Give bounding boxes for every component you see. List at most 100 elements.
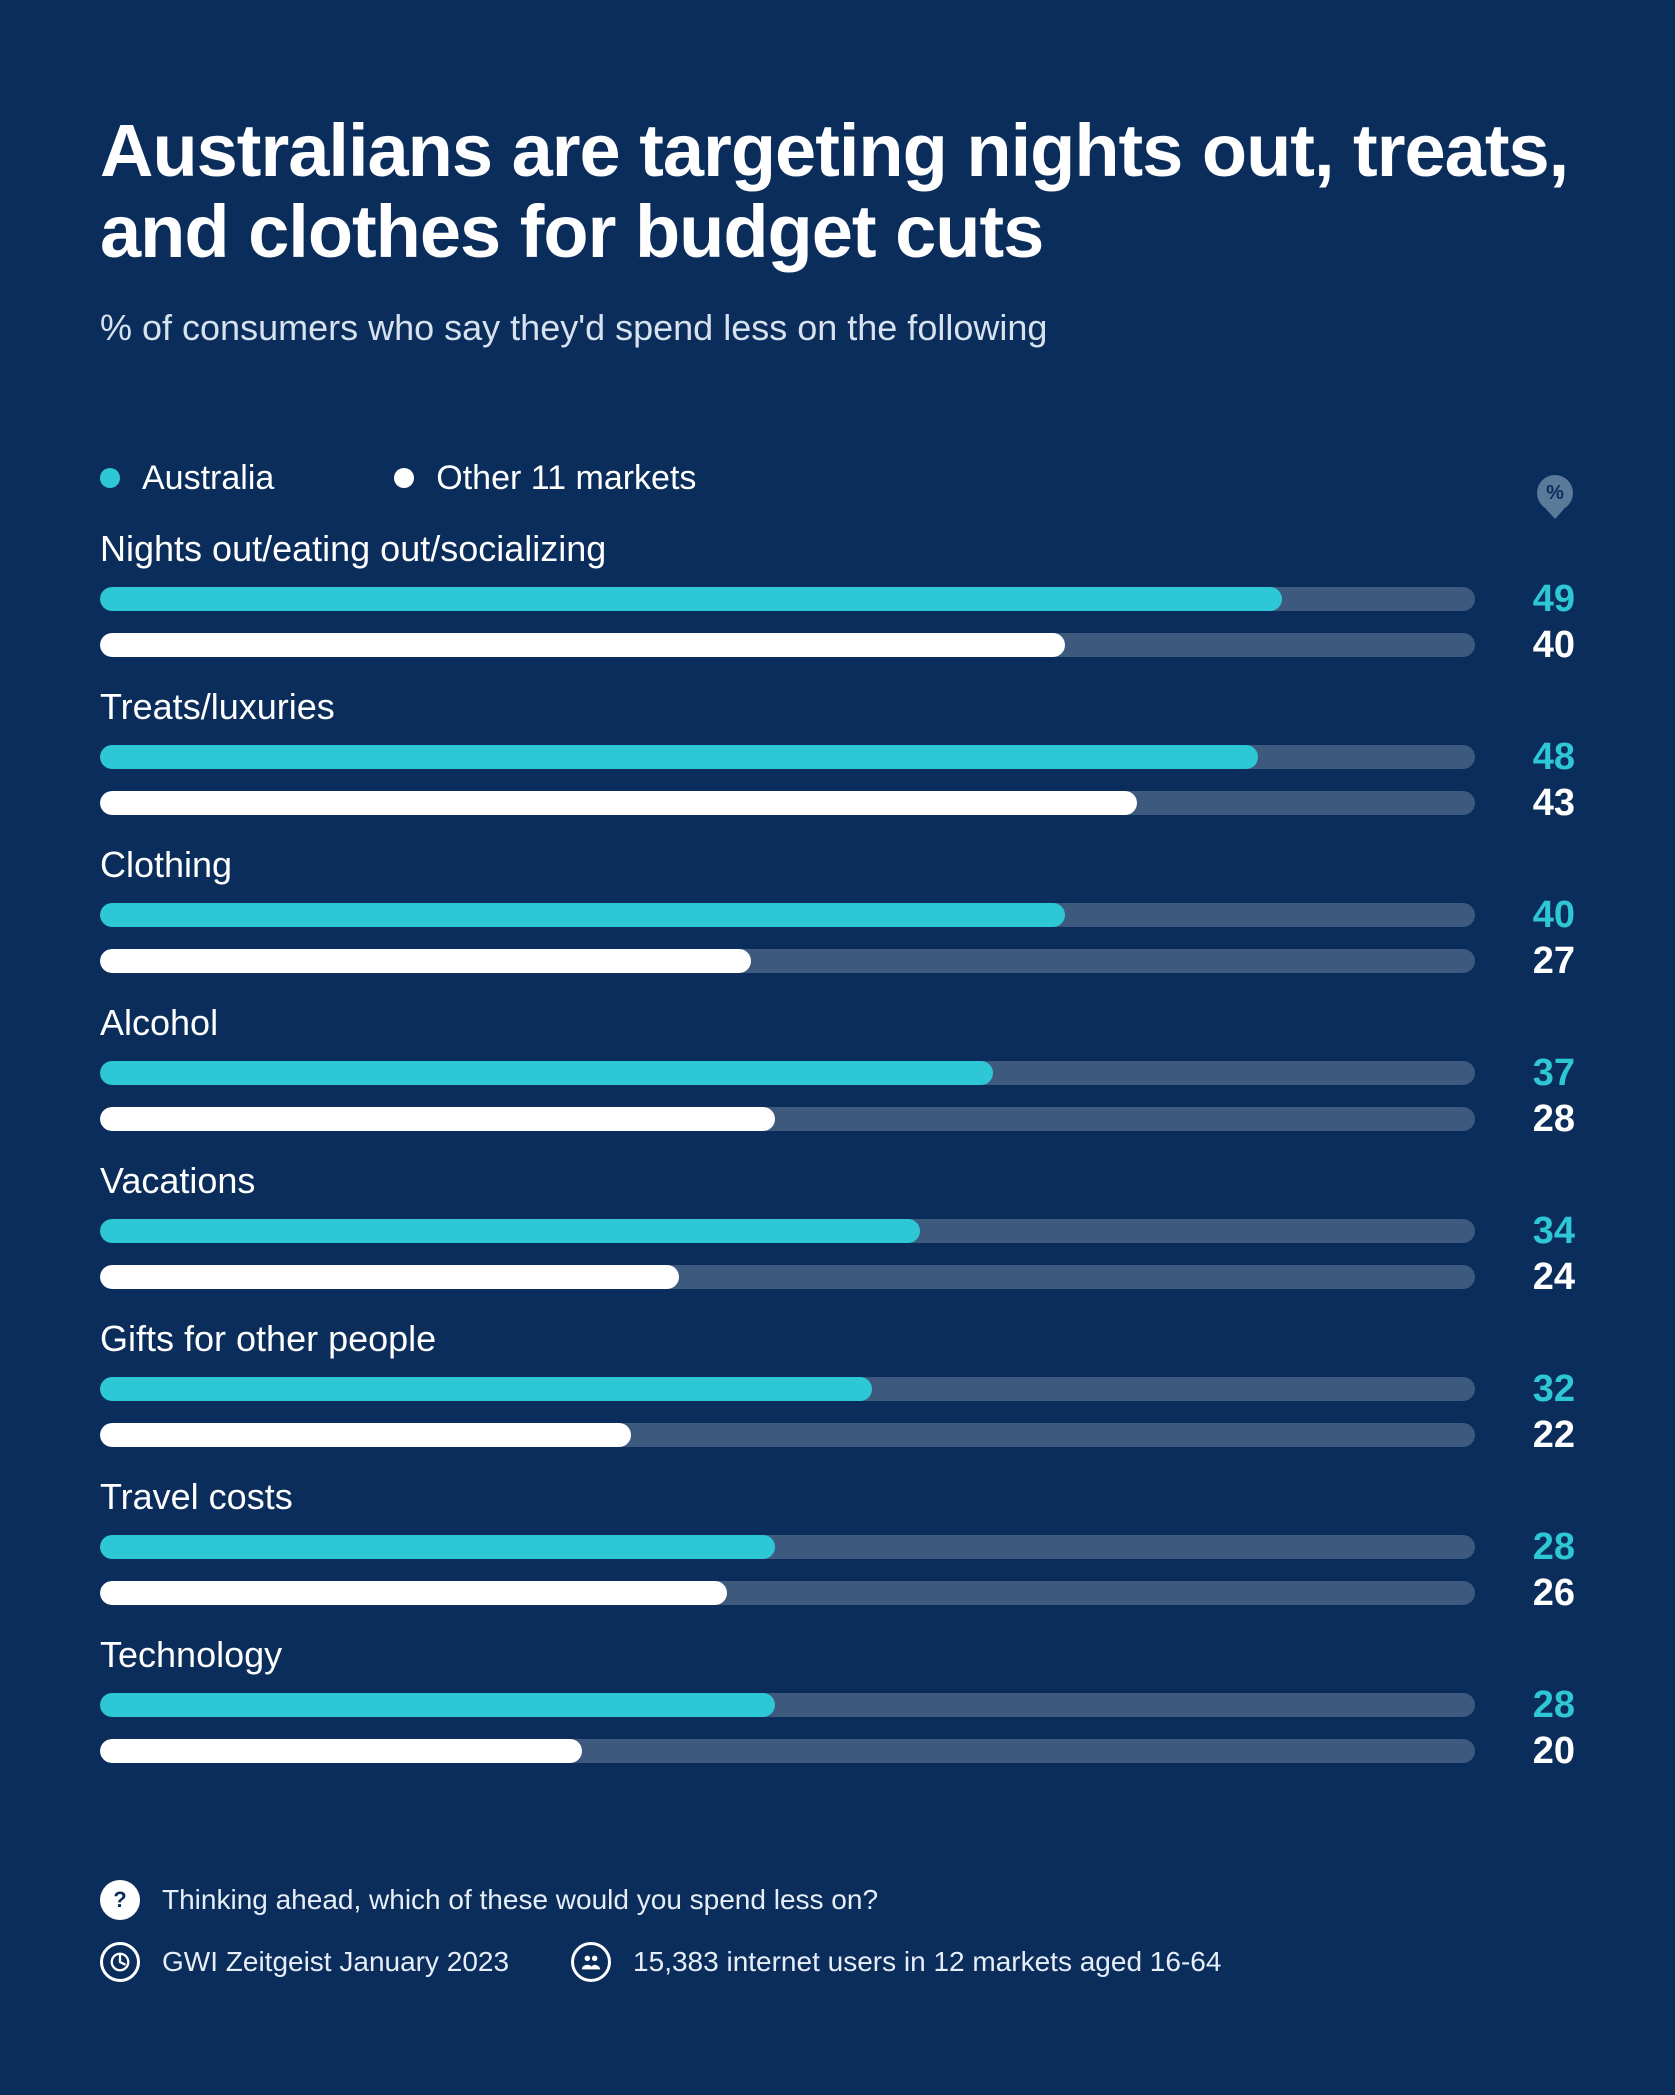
bar-group: Technology 28 20 — [100, 1634, 1575, 1770]
bar-track — [100, 1535, 1475, 1559]
bar-group: Alcohol 37 28 — [100, 1002, 1575, 1138]
footer-meta-row: GWI Zeitgeist January 2023 15,383 intern… — [100, 1942, 1575, 1982]
bar-fill-australia — [100, 745, 1258, 769]
bar-track — [100, 633, 1475, 657]
bar-fill-australia — [100, 587, 1282, 611]
bar-value-other: 28 — [1505, 1100, 1575, 1138]
bar-row-other: 27 — [100, 942, 1575, 980]
bar-fill-australia — [100, 903, 1065, 927]
category-label: Travel costs — [100, 1476, 1575, 1518]
bar-row-australia: 49 — [100, 580, 1575, 618]
bar-row-australia: 37 — [100, 1054, 1575, 1092]
bar-value-other: 40 — [1505, 626, 1575, 664]
legend: Australia Other 11 markets — [100, 459, 1575, 498]
percent-marker: % — [1535, 475, 1575, 525]
bar-fill-other — [100, 1581, 727, 1605]
bar-track — [100, 903, 1475, 927]
bar-fill-australia — [100, 1535, 775, 1559]
bar-track — [100, 949, 1475, 973]
bar-value-other: 22 — [1505, 1416, 1575, 1454]
legend-label-other: Other 11 markets — [436, 459, 696, 498]
bar-row-other: 40 — [100, 626, 1575, 664]
bar-value-australia: 49 — [1505, 580, 1575, 618]
category-label: Alcohol — [100, 1002, 1575, 1044]
bar-track — [100, 1107, 1475, 1131]
legend-item-other: Other 11 markets — [394, 459, 696, 498]
bar-fill-other — [100, 1265, 679, 1289]
bar-track — [100, 1219, 1475, 1243]
footer-sample-seg: 15,383 internet users in 12 markets aged… — [571, 1942, 1221, 1982]
bar-value-other: 24 — [1505, 1258, 1575, 1296]
bar-track — [100, 1377, 1475, 1401]
bar-track — [100, 1739, 1475, 1763]
footer: ? Thinking ahead, which of these would y… — [100, 1880, 1575, 1982]
bar-fill-australia — [100, 1377, 872, 1401]
bar-track — [100, 587, 1475, 611]
bar-row-australia: 28 — [100, 1528, 1575, 1566]
category-label: Nights out/eating out/socializing — [100, 528, 1575, 570]
legend-label-australia: Australia — [142, 459, 274, 498]
footer-source-seg: GWI Zeitgeist January 2023 — [100, 1942, 509, 1982]
footer-question: Thinking ahead, which of these would you… — [162, 1884, 878, 1916]
footer-source: GWI Zeitgeist January 2023 — [162, 1946, 509, 1978]
bar-fill-australia — [100, 1061, 993, 1085]
bar-row-other: 43 — [100, 784, 1575, 822]
question-icon: ? — [100, 1880, 140, 1920]
legend-item-australia: Australia — [100, 459, 274, 498]
bar-value-other: 43 — [1505, 784, 1575, 822]
bar-fill-other — [100, 791, 1137, 815]
bar-row-australia: 34 — [100, 1212, 1575, 1250]
footer-question-row: ? Thinking ahead, which of these would y… — [100, 1880, 1575, 1920]
bar-row-australia: 48 — [100, 738, 1575, 776]
footer-sample: 15,383 internet users in 12 markets aged… — [633, 1946, 1221, 1978]
category-label: Technology — [100, 1634, 1575, 1676]
bar-fill-other — [100, 1739, 582, 1763]
page-subtitle: % of consumers who say they'd spend less… — [100, 307, 1575, 349]
bar-row-australia: 28 — [100, 1686, 1575, 1724]
bar-value-other: 26 — [1505, 1574, 1575, 1612]
bar-track — [100, 791, 1475, 815]
bar-fill-other — [100, 949, 751, 973]
infographic-page: Australians are targeting nights out, tr… — [0, 0, 1675, 2095]
bar-value-australia: 32 — [1505, 1370, 1575, 1408]
bar-group: Treats/luxuries 48 43 — [100, 686, 1575, 822]
bar-fill-australia — [100, 1219, 920, 1243]
bar-fill-other — [100, 1423, 631, 1447]
bar-fill-other — [100, 1107, 775, 1131]
category-label: Vacations — [100, 1160, 1575, 1202]
bar-track — [100, 1693, 1475, 1717]
bar-fill-other — [100, 633, 1065, 657]
bar-track — [100, 745, 1475, 769]
bar-row-other: 26 — [100, 1574, 1575, 1612]
bar-value-australia: 34 — [1505, 1212, 1575, 1250]
bar-track — [100, 1265, 1475, 1289]
bar-track — [100, 1423, 1475, 1447]
percent-icon: % — [1537, 475, 1573, 511]
bar-group: Nights out/eating out/socializing 49 40 — [100, 528, 1575, 664]
source-icon — [100, 1942, 140, 1982]
bar-group: Clothing 40 27 — [100, 844, 1575, 980]
bar-value-other: 27 — [1505, 942, 1575, 980]
bar-row-other: 28 — [100, 1100, 1575, 1138]
legend-dot-australia — [100, 468, 120, 488]
bar-row-other: 20 — [100, 1732, 1575, 1770]
bar-group: Travel costs 28 26 — [100, 1476, 1575, 1612]
bar-track — [100, 1061, 1475, 1085]
bar-row-australia: 40 — [100, 896, 1575, 934]
bar-row-other: 22 — [100, 1416, 1575, 1454]
bar-track — [100, 1581, 1475, 1605]
bar-value-australia: 40 — [1505, 896, 1575, 934]
page-title: Australians are targeting nights out, tr… — [100, 110, 1575, 273]
bar-value-australia: 37 — [1505, 1054, 1575, 1092]
bar-group: Vacations 34 24 — [100, 1160, 1575, 1296]
bar-value-australia: 28 — [1505, 1686, 1575, 1724]
bar-row-australia: 32 — [100, 1370, 1575, 1408]
category-label: Treats/luxuries — [100, 686, 1575, 728]
category-label: Clothing — [100, 844, 1575, 886]
bar-value-other: 20 — [1505, 1732, 1575, 1770]
bar-row-other: 24 — [100, 1258, 1575, 1296]
bar-value-australia: 48 — [1505, 738, 1575, 776]
bar-value-australia: 28 — [1505, 1528, 1575, 1566]
percent-marker-pointer — [1546, 509, 1564, 519]
people-icon — [571, 1942, 611, 1982]
